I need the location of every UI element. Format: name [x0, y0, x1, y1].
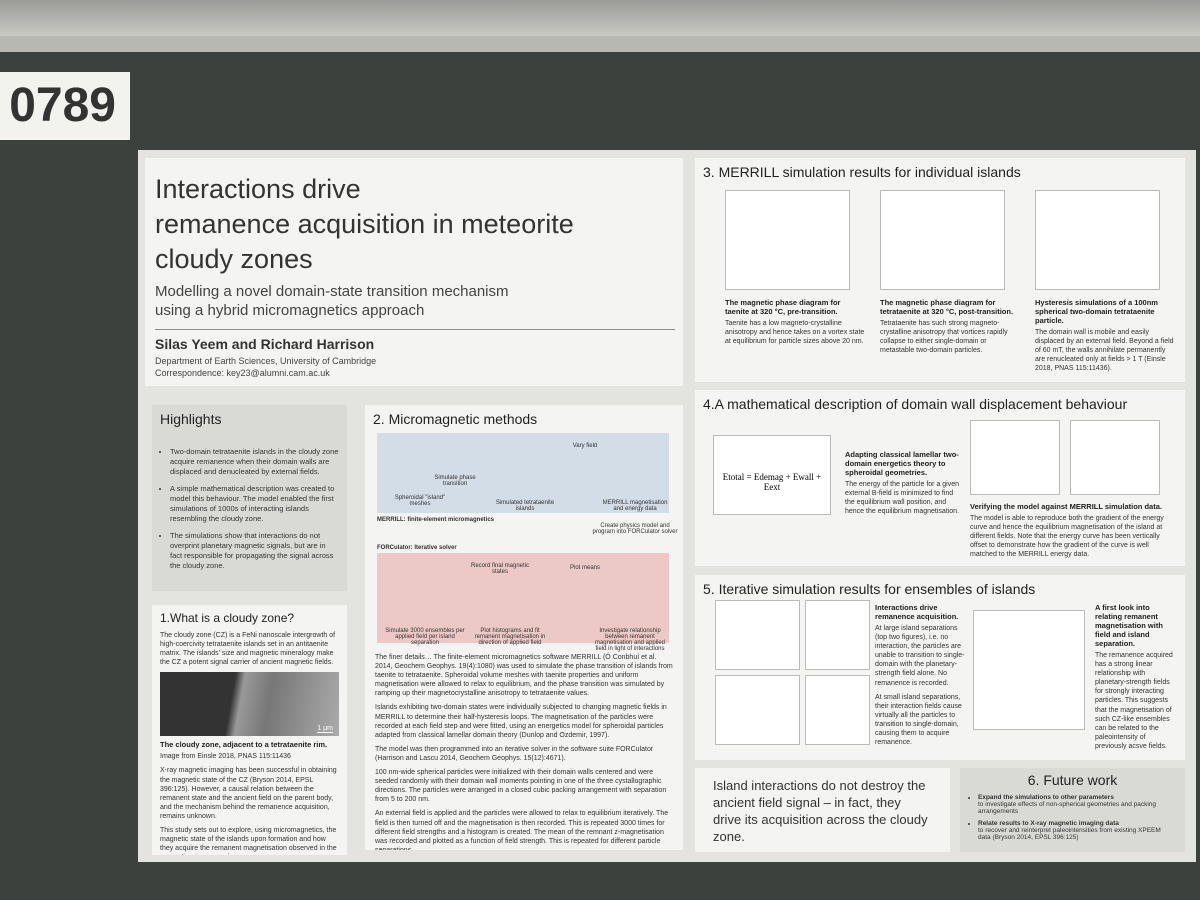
paragraph: This study sets out to explore, using mi…	[160, 827, 337, 855]
paragraph: Taenite has a low magneto-crystalline an…	[725, 320, 865, 346]
section-3: 3. MERRILL simulation results for indivi…	[695, 158, 1185, 382]
title-panel: Interactions drive remanence acquisition…	[145, 158, 683, 386]
caption: Adapting classical lamellar two-domain e…	[845, 450, 959, 477]
correspondence: Correspondence: key23@alumni.cam.ac.uk	[155, 367, 330, 378]
plot	[970, 420, 1060, 495]
title-line: Interactions drive	[155, 174, 361, 204]
diagram-label: Spheroidal "island" meshes	[394, 495, 446, 507]
scale-bar: 1 μm	[317, 725, 333, 734]
caption: The magnetic phase diagram for taenite a…	[725, 298, 841, 316]
paragraph: The remanence acquired has a strong line…	[1095, 652, 1173, 750]
plot	[973, 610, 1085, 730]
conclusion-text: Island interactions do not destroy the a…	[713, 778, 928, 844]
plot	[1070, 420, 1160, 495]
diagram-label: Simulated tetrataenite islands	[495, 500, 555, 512]
board-number: 0789	[0, 72, 130, 140]
forc-diagram	[377, 553, 669, 643]
future-item-title: Relate results to X-ray magnetic imaging…	[978, 820, 1119, 827]
micrograph: 1 μm	[160, 672, 339, 737]
paragraph: 100 nm-wide spherical particles were ini…	[375, 769, 667, 804]
highlights: Highlights Two-domain tetrataenite islan…	[152, 405, 347, 591]
title: Interactions drive remanence acquisition…	[155, 172, 673, 277]
paragraph: The model is able to reproduce both the …	[970, 515, 1164, 559]
paragraph: At small island separations, their inter…	[875, 693, 962, 747]
plot	[1035, 190, 1160, 290]
diagram-label: Simulate 3000 ensembles per applied fiel…	[385, 628, 465, 646]
plot	[805, 600, 870, 670]
plot	[725, 190, 850, 290]
caption-source: Image from Einsle 2018, PNAS 115:11436	[160, 753, 291, 761]
paragraph: The energy of the particle for a given e…	[845, 481, 960, 516]
caption: Hysteresis simulations of a 100nm spheri…	[1035, 298, 1158, 325]
heading: 4.A mathematical description of domain w…	[703, 396, 1128, 412]
merrill-diagram	[377, 433, 669, 513]
future-item: Relate results to X-ray magnetic imaging…	[978, 820, 1175, 841]
paragraph: The domain wall is mobile and easily dis…	[1035, 329, 1174, 373]
heading: 5. Iterative simulation results for ense…	[703, 581, 1036, 597]
affiliation: Department of Earth Sciences, University…	[155, 355, 377, 366]
ceiling	[0, 0, 1200, 40]
plot	[715, 675, 800, 745]
heading: 1.What is a cloudy zone?	[160, 611, 295, 625]
caption: Interactions drive remanence acquisition…	[875, 603, 959, 621]
board-frame	[0, 36, 1200, 52]
paragraph: The finer details… The finite-element mi…	[375, 654, 673, 698]
plot	[880, 190, 1005, 290]
diagram-label: MERRILL: finite-element micromagnetics	[377, 517, 495, 523]
caption: A first look into relating remanent magn…	[1095, 603, 1163, 648]
plot	[805, 675, 870, 745]
highlight-item: Two-domain tetrataenite islands in the c…	[170, 447, 339, 476]
conclusion: Island interactions do not destroy the a…	[695, 768, 950, 852]
highlight-item: The simulations show that interactions d…	[170, 531, 339, 570]
heading: Highlights	[160, 411, 222, 427]
heading: 2. Micromagnetic methods	[373, 411, 538, 427]
highlight-item: A simple mathematical description was cr…	[170, 484, 339, 523]
diagram-label: FORCulator: Iterative solver	[377, 545, 457, 551]
equation: Etotal = Edemag + Ewall + Eext	[722, 472, 822, 492]
paragraph: Islands exhibiting two-domain states wer…	[375, 704, 667, 739]
figure-caption: Hysteresis simulations of a 100nm spheri…	[1035, 298, 1175, 378]
future-item: Expand the simulations to other paramete…	[978, 794, 1175, 815]
authors: Silas Yeem and Richard Harrison	[155, 335, 375, 352]
paragraph: X-ray magnetic imaging has been successf…	[160, 767, 337, 820]
diagram-label: Plot means	[569, 565, 600, 571]
caption: Verifying the model against MERRILL simu…	[970, 502, 1162, 511]
future-item-text: to investigate effects of non-spherical …	[978, 801, 1157, 815]
paragraph: At large island separations (top two fig…	[875, 625, 965, 687]
diagram-label: Investigate relationship between remanen…	[594, 628, 666, 652]
plot	[715, 600, 800, 670]
heading: 3. MERRILL simulation results for indivi…	[703, 164, 1021, 180]
section-5: 5. Iterative simulation results for ense…	[695, 575, 1185, 760]
diagram-label: Create physics model and program into FO…	[592, 523, 678, 535]
future-item-title: Expand the simulations to other paramete…	[978, 794, 1114, 801]
subtitle-line: Modelling a novel domain-state transitio…	[155, 283, 509, 301]
subtitle-line: using a hybrid micromagnetics approach	[155, 302, 425, 320]
diagram-label: Record final magnetic states	[470, 563, 530, 575]
caption: The magnetic phase diagram for tetrataen…	[880, 298, 1014, 316]
title-line: remanence acquisition in meteorite	[155, 209, 574, 240]
section-4: 4.A mathematical description of domain w…	[695, 390, 1185, 566]
heading: 6. Future work	[1027, 772, 1118, 788]
paragraph: Tetrataenite has such strong magneto-cry…	[880, 320, 1008, 355]
diagram-label: MERRILL magnetisation and energy data	[602, 500, 668, 512]
caption: The cloudy zone, adjacent to a tetrataen…	[160, 740, 328, 750]
diagram-label: Vary field	[572, 443, 598, 449]
diagram-label: Plot histograms and fit remanent magneti…	[474, 628, 546, 646]
future-work: 6. Future work Expand the simulations to…	[960, 768, 1185, 852]
methods: 2. Micromagnetic methods Simulate phase …	[365, 405, 683, 850]
equation-box: Etotal = Edemag + Ewall + Eext	[713, 435, 831, 515]
cloudy-zone: 1.What is a cloudy zone? The cloudy zone…	[152, 605, 347, 855]
paragraph: The cloudy zone (CZ) is a FeNi nanoscale…	[160, 632, 336, 667]
title-line: cloudy zones	[155, 244, 313, 275]
diagram-label: Simulate phase transition	[434, 475, 476, 487]
figure-caption: The magnetic phase diagram for tetrataen…	[880, 298, 1020, 360]
figure-caption: The magnetic phase diagram for taenite a…	[725, 298, 865, 351]
paragraph: The model was then programmed into an it…	[375, 745, 654, 762]
future-item-text: to recover and reinterpret paleointensit…	[978, 827, 1161, 841]
paragraph: An external field is applied and the par…	[375, 810, 669, 850]
